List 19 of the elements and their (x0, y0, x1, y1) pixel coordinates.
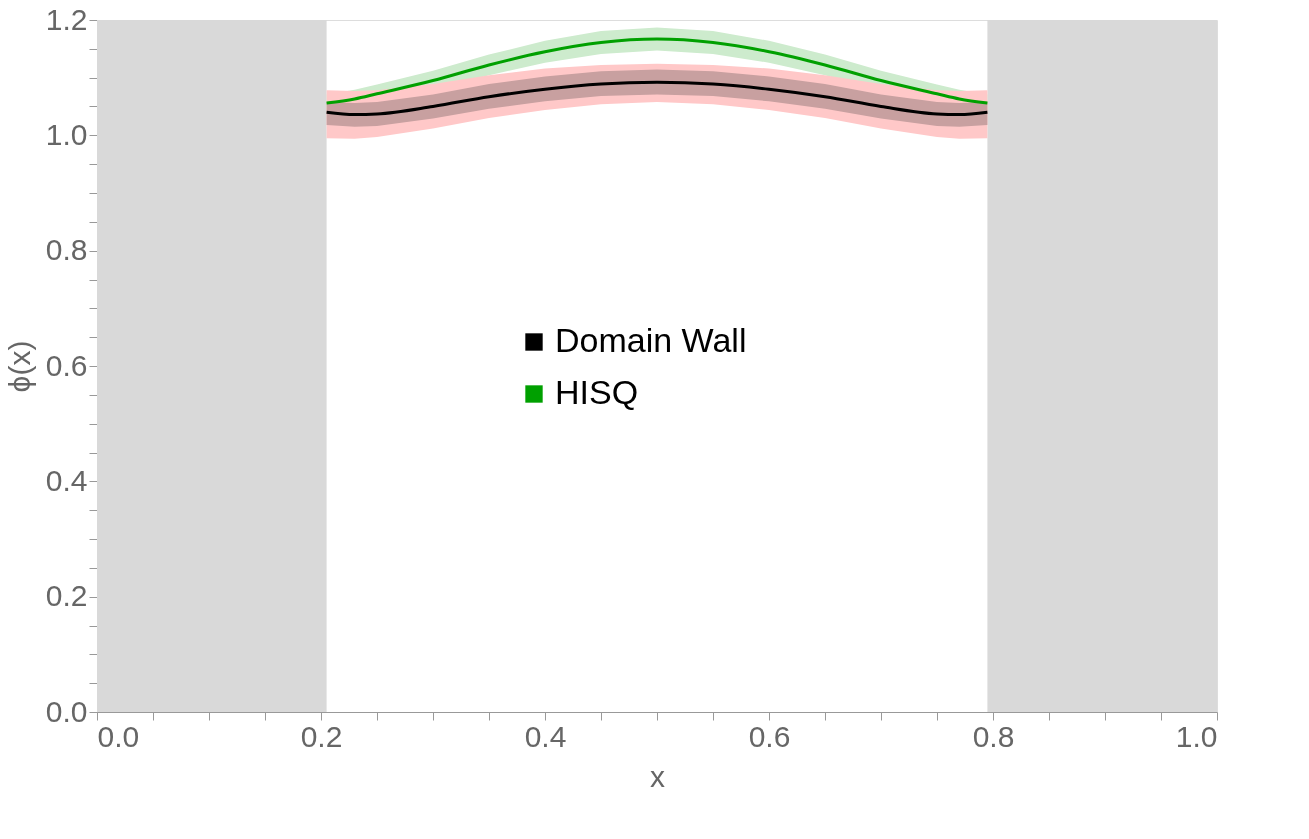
y-tick-label: 0.2 (45, 579, 88, 613)
y-tick-label: 0.6 (45, 348, 88, 382)
x-tick-label: 0.2 (300, 719, 343, 753)
line-series (325, 37, 989, 105)
y-tick-label: 1.0 (45, 117, 88, 151)
x-tick-label: 0.8 (972, 719, 1015, 753)
x-tick-label: 0.4 (524, 719, 567, 753)
y-tick-label: 1.2 (45, 2, 88, 36)
y-tick-label: 0.0 (45, 694, 88, 728)
x-axis-title: x (650, 759, 665, 793)
y-tick-label: 0.8 (45, 233, 88, 267)
x-tick-label: 0.6 (748, 719, 791, 753)
legend-label: HISQ (555, 373, 639, 411)
x-tick-label: 0.0 (97, 719, 140, 753)
y-axis-title: ϕ(x) (2, 340, 36, 393)
x-tick-label: 1.0 (1175, 719, 1218, 753)
line-series (325, 80, 989, 117)
y-tick-label: 0.4 (45, 463, 88, 497)
legend-label: Domain Wall (555, 321, 747, 359)
